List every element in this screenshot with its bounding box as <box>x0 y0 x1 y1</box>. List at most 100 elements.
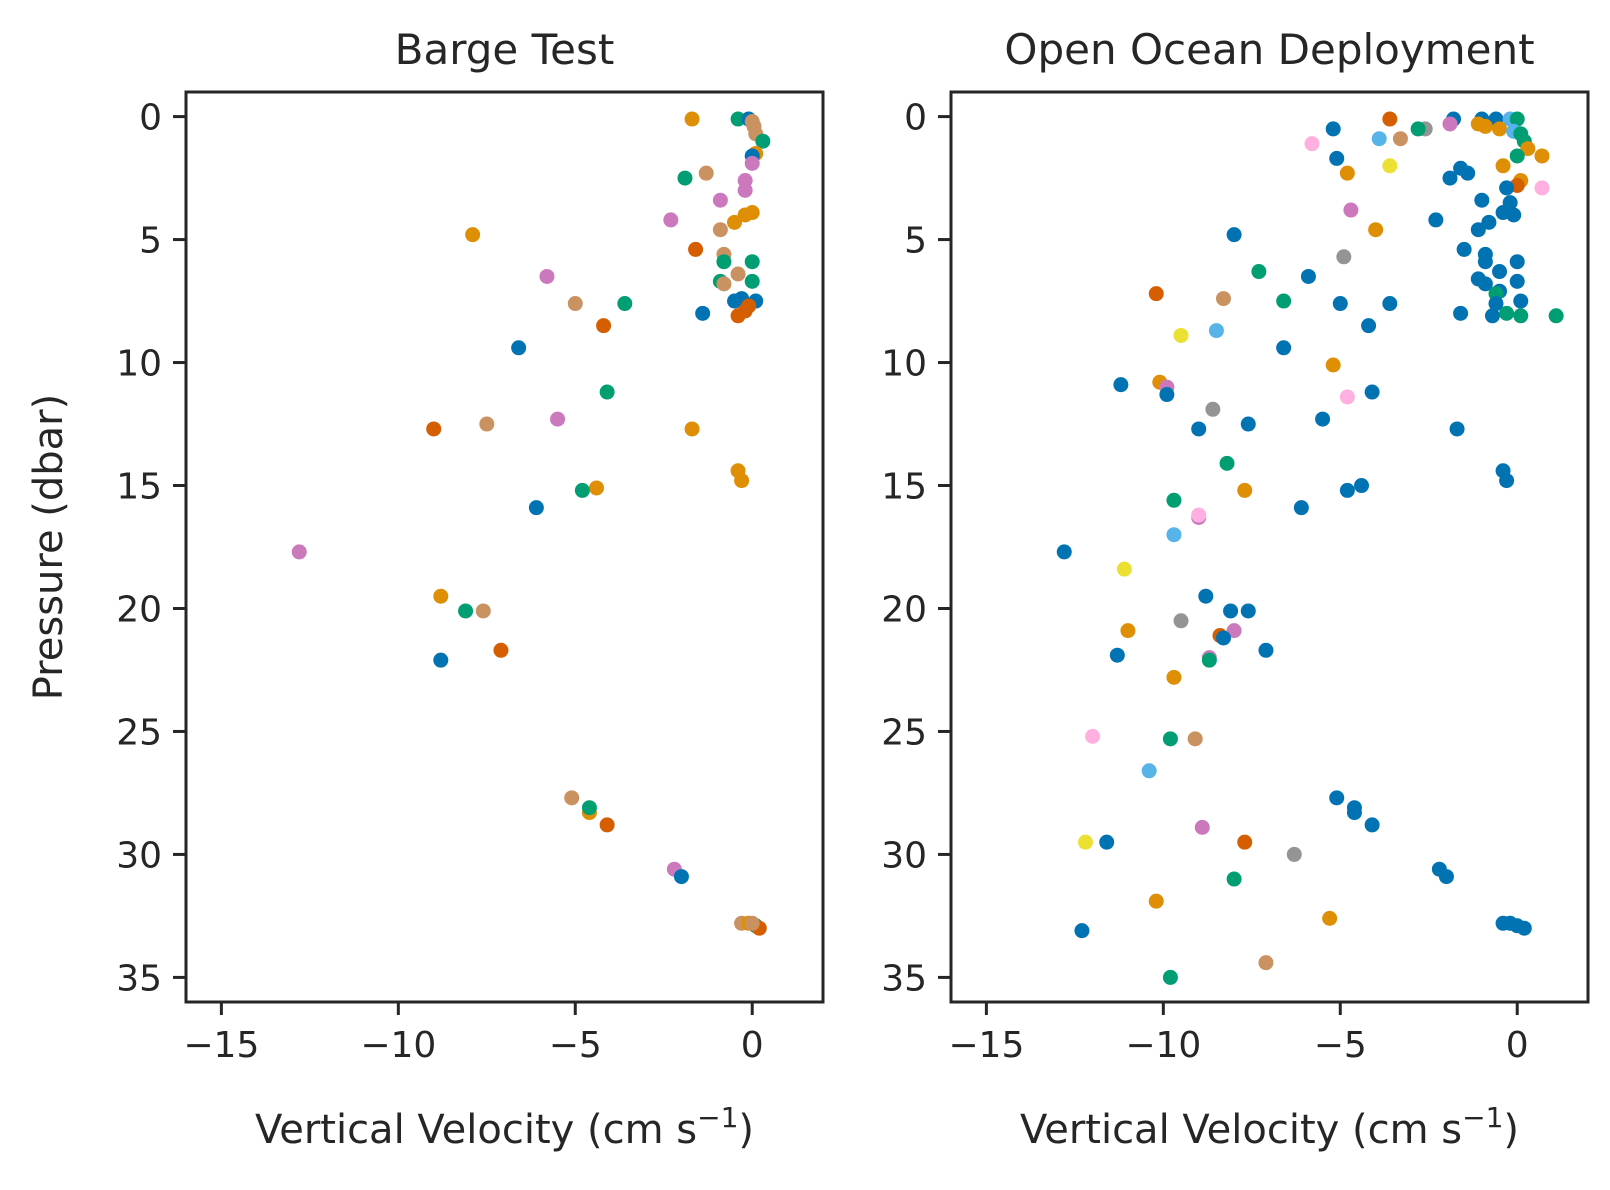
data-point <box>1258 642 1274 658</box>
data-point <box>1449 421 1465 437</box>
data-point <box>1315 411 1331 427</box>
data-point <box>1499 180 1515 196</box>
y-tick-label: 0 <box>904 98 927 139</box>
y-tick-label: 30 <box>881 835 927 876</box>
data-point <box>1109 647 1125 663</box>
data-point <box>1085 728 1101 744</box>
data-point <box>479 416 495 432</box>
panel-1: −15 −10 −5 0 0 5 10 15 20 25 30 35 Open Ocean Deploy… <box>881 25 1590 1153</box>
data-point <box>744 254 760 270</box>
data-point <box>291 544 307 560</box>
data-point <box>1223 603 1239 619</box>
data-point <box>1428 212 1444 228</box>
x-tick-label: 0 <box>1506 1025 1529 1066</box>
data-point <box>1513 308 1529 324</box>
data-point <box>1499 305 1515 321</box>
data-point <box>426 421 442 437</box>
data-point <box>1382 158 1398 174</box>
data-point <box>493 642 509 658</box>
data-point <box>1343 202 1359 218</box>
data-point <box>550 411 566 427</box>
data-point <box>1194 819 1210 835</box>
data-point <box>1382 111 1398 127</box>
data-point <box>1492 121 1508 137</box>
data-point <box>1099 834 1115 850</box>
data-point <box>1286 846 1302 862</box>
data-point <box>1509 111 1525 127</box>
x-tick-label: −5 <box>549 1025 602 1066</box>
data-point <box>673 869 689 885</box>
data-point <box>1477 118 1493 134</box>
data-point <box>1300 268 1316 284</box>
data-point <box>1329 790 1345 806</box>
y-tick-label: 35 <box>116 958 162 999</box>
data-point <box>684 421 700 437</box>
x-axis-label: Vertical Velocity (cm s−1) <box>255 1101 754 1153</box>
data-point <box>1339 389 1355 405</box>
data-point <box>1492 264 1508 280</box>
data-point <box>712 222 728 238</box>
data-point <box>1258 955 1274 971</box>
data-point <box>589 480 605 496</box>
data-point <box>1215 630 1231 646</box>
y-tick-label: 20 <box>116 589 162 630</box>
data-point <box>465 227 481 243</box>
data-point <box>1148 893 1164 909</box>
data-point <box>744 273 760 289</box>
data-point <box>737 182 753 198</box>
x-axis-label: Vertical Velocity (cm s−1) <box>1020 1101 1519 1153</box>
data-point <box>1410 121 1426 137</box>
data-point <box>1116 561 1132 577</box>
data-point <box>663 212 679 228</box>
data-point <box>1520 141 1536 157</box>
data-point <box>539 268 555 284</box>
data-point <box>433 652 449 668</box>
data-point <box>458 603 474 619</box>
data-point <box>1120 623 1136 639</box>
data-point <box>1191 507 1207 523</box>
data-point <box>1240 603 1256 619</box>
data-point <box>1276 340 1292 356</box>
y-tick-label: 10 <box>881 344 927 385</box>
scatter-points <box>1056 111 1564 985</box>
y-tick-label: 5 <box>904 221 927 262</box>
data-point <box>1364 384 1380 400</box>
data-point <box>727 214 743 230</box>
data-point <box>1368 222 1384 238</box>
data-point <box>1534 148 1550 164</box>
data-point <box>581 800 597 816</box>
data-point <box>677 170 693 186</box>
y-tick-label: 15 <box>881 467 927 508</box>
data-point <box>599 817 615 833</box>
x-tick-label: −10 <box>1125 1025 1201 1066</box>
data-point <box>1215 291 1231 307</box>
data-point <box>1474 192 1490 208</box>
data-point <box>1516 920 1532 936</box>
data-point <box>1226 623 1242 639</box>
data-point <box>730 266 746 282</box>
y-tick-label: 5 <box>139 221 162 262</box>
data-point <box>737 207 753 223</box>
data-point <box>1392 131 1408 147</box>
data-point <box>1484 308 1500 324</box>
data-point <box>1346 805 1362 821</box>
x-tick-label: −5 <box>1314 1025 1367 1066</box>
data-point <box>596 318 612 334</box>
data-point <box>688 241 704 257</box>
data-point <box>1548 308 1564 324</box>
data-point <box>599 384 615 400</box>
data-point <box>1166 669 1182 685</box>
data-point <box>1442 170 1458 186</box>
y-tick-label: 15 <box>116 467 162 508</box>
data-point <box>1187 731 1203 747</box>
data-point <box>1113 377 1129 393</box>
data-point <box>1173 613 1189 629</box>
data-point <box>1495 158 1511 174</box>
chart-title: Barge Test <box>395 25 615 74</box>
data-point <box>1453 305 1469 321</box>
data-point <box>1488 296 1504 312</box>
data-point <box>1205 401 1221 417</box>
plot-frame <box>184 90 825 1004</box>
data-point <box>1499 473 1515 489</box>
